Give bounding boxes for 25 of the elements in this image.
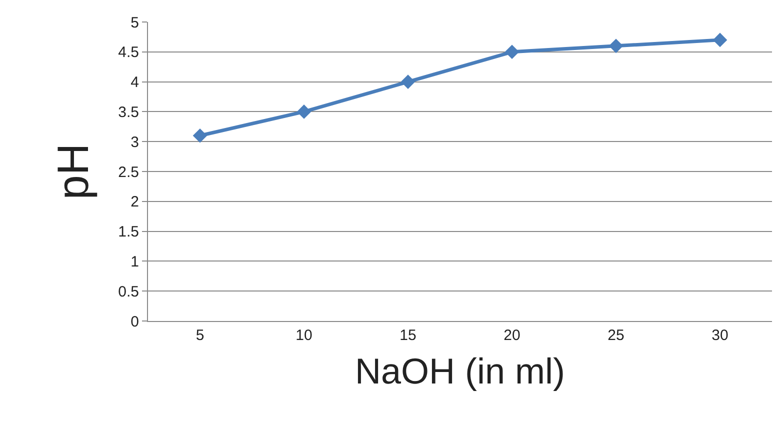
x-axis-title: NaOH (in ml) [354, 350, 566, 392]
y-tick-label: 5 [130, 14, 139, 32]
point [296, 104, 312, 119]
y-tick-label: 2.5 [118, 164, 139, 181]
y-axis-title: pH [49, 143, 98, 200]
y-tick-label: 2 [130, 194, 139, 211]
point [608, 38, 624, 54]
y-tick-label: 4.5 [118, 44, 139, 62]
y-tick-label: 1.5 [118, 224, 139, 241]
point [400, 74, 416, 89]
point [712, 32, 728, 48]
x-tick-label: 15 [400, 327, 416, 344]
y-tick-label: 4 [130, 74, 139, 92]
y-tick-label: 0 [130, 313, 139, 330]
y-tick-label: 3 [130, 134, 139, 151]
y-tick-label: 3.5 [118, 104, 139, 121]
x-tick-label: 5 [196, 327, 204, 344]
point [504, 44, 520, 60]
x-tick-label: 20 [504, 327, 520, 344]
x-tick-label: 30 [712, 327, 728, 344]
x-tick-label: 10 [296, 327, 312, 344]
point [192, 128, 208, 143]
y-tick-label: 0.5 [118, 283, 139, 300]
x-tick-label: 25 [608, 327, 624, 344]
y-tick-label: 1 [130, 253, 139, 270]
